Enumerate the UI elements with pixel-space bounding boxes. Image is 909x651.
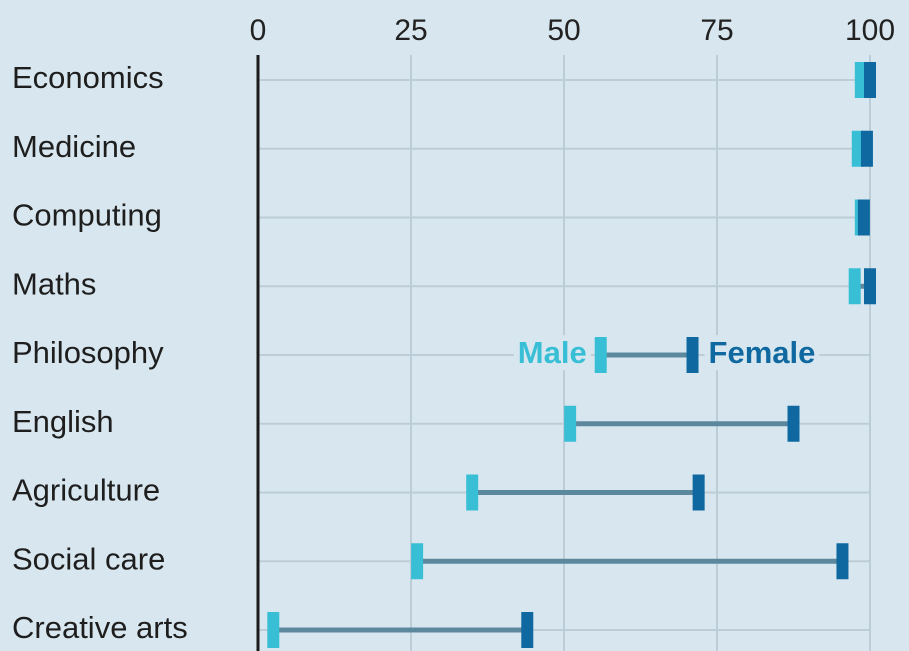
- marker: [411, 543, 424, 580]
- x-tick-label: 100: [845, 14, 895, 47]
- legend-label: Male: [518, 335, 587, 370]
- marker: [848, 268, 861, 305]
- marker: [521, 612, 534, 648]
- marker: [851, 130, 864, 167]
- category-label: Computing: [12, 198, 162, 233]
- marker: [857, 199, 870, 236]
- x-tick-label: 50: [547, 14, 580, 47]
- marker: [564, 405, 577, 442]
- marker: [466, 474, 479, 511]
- x-tick-label: 75: [700, 14, 733, 47]
- marker: [864, 268, 876, 305]
- category-label: Creative arts: [12, 610, 188, 645]
- category-label: Maths: [12, 266, 96, 301]
- category-label: Social care: [12, 541, 165, 576]
- category-label: Philosophy: [12, 335, 164, 370]
- x-tick-label: 0: [250, 14, 267, 47]
- marker: [836, 543, 849, 580]
- x-tick-label: 25: [394, 14, 427, 47]
- marker: [787, 405, 800, 442]
- category-label: English: [12, 404, 114, 439]
- marker: [692, 474, 705, 511]
- marker: [686, 337, 699, 373]
- marker: [860, 130, 873, 167]
- marker: [854, 62, 867, 98]
- marker: [594, 337, 607, 373]
- legend-bg: [704, 335, 820, 371]
- category-label: Economics: [12, 60, 164, 95]
- marker: [864, 62, 876, 98]
- marker: [267, 612, 280, 648]
- category-label: Medicine: [12, 129, 136, 164]
- legend-bg: [513, 335, 591, 371]
- legend-label: Female: [709, 335, 816, 370]
- category-label: Agriculture: [12, 473, 160, 508]
